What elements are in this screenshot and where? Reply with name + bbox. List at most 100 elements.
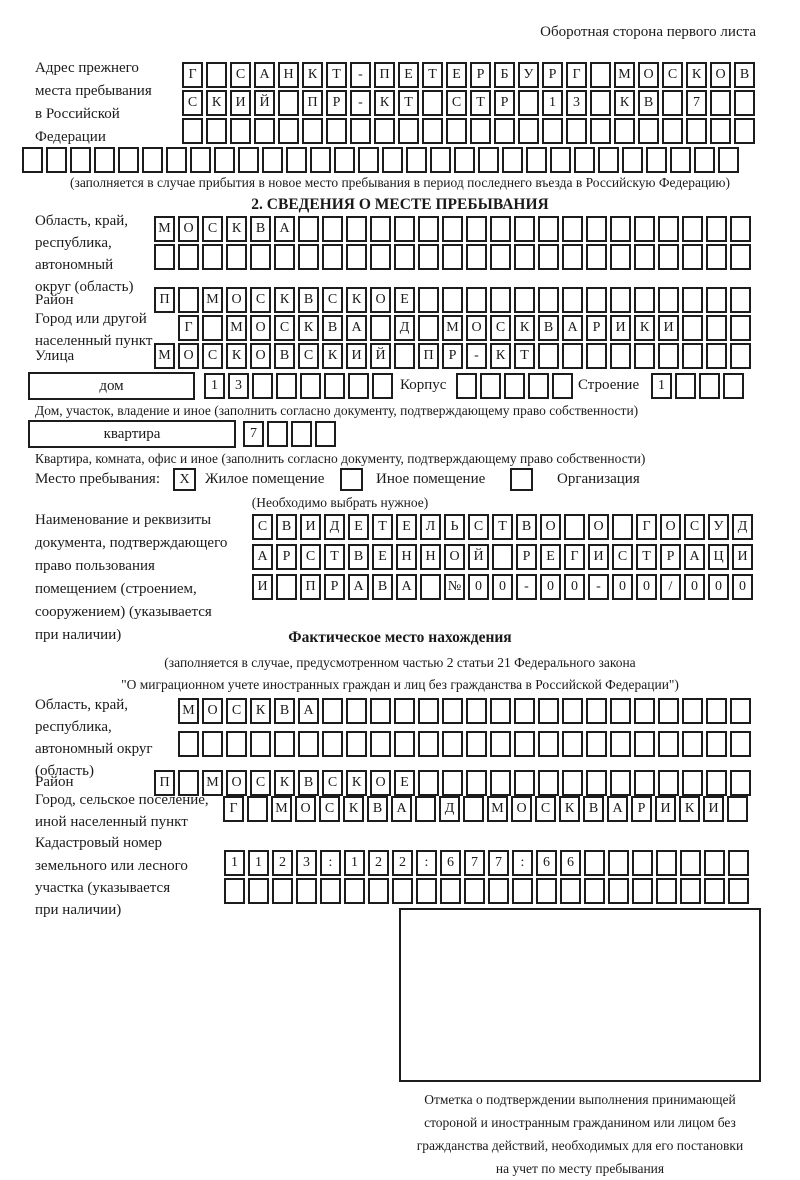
char-cell[interactable]: К <box>346 287 367 313</box>
char-cell[interactable]: С <box>612 544 633 570</box>
char-cell[interactable]: М <box>271 796 292 822</box>
char-cell[interactable]: 0 <box>468 574 489 600</box>
char-cell[interactable]: Р <box>442 343 463 369</box>
char-cell[interactable] <box>728 878 749 904</box>
char-cell[interactable] <box>686 118 707 144</box>
char-cell[interactable]: К <box>274 287 295 313</box>
char-cell[interactable]: 0 <box>492 574 513 600</box>
char-cell[interactable] <box>422 118 443 144</box>
char-cell[interactable] <box>586 698 607 724</box>
char-cell[interactable]: К <box>559 796 580 822</box>
char-cell[interactable] <box>706 698 727 724</box>
char-cell[interactable] <box>182 118 203 144</box>
char-cell[interactable] <box>190 147 211 173</box>
char-cell[interactable]: - <box>350 62 371 88</box>
kadastr-row-2[interactable] <box>224 878 752 904</box>
char-cell[interactable]: К <box>679 796 700 822</box>
char-cell[interactable]: : <box>320 850 341 876</box>
char-cell[interactable] <box>346 731 367 757</box>
char-cell[interactable]: 1 <box>204 373 225 399</box>
char-cell[interactable] <box>632 850 653 876</box>
char-cell[interactable]: - <box>516 574 537 600</box>
char-cell[interactable] <box>206 62 227 88</box>
char-cell[interactable] <box>214 147 235 173</box>
char-cell[interactable] <box>658 287 679 313</box>
char-cell[interactable]: / <box>660 574 681 600</box>
char-cell[interactable]: Т <box>422 62 443 88</box>
char-cell[interactable]: Т <box>398 90 419 116</box>
char-cell[interactable]: О <box>250 343 271 369</box>
char-cell[interactable]: 7 <box>488 850 509 876</box>
char-cell[interactable] <box>454 147 475 173</box>
char-cell[interactable]: М <box>614 62 635 88</box>
char-cell[interactable]: Й <box>468 544 489 570</box>
char-cell[interactable]: Р <box>516 544 537 570</box>
char-cell[interactable] <box>202 731 223 757</box>
char-cell[interactable] <box>250 731 271 757</box>
stroenie-cells[interactable]: 1 <box>651 373 747 399</box>
char-cell[interactable]: О <box>638 62 659 88</box>
char-cell[interactable]: П <box>418 343 439 369</box>
char-cell[interactable]: А <box>252 544 273 570</box>
char-cell[interactable] <box>662 118 683 144</box>
char-cell[interactable] <box>278 118 299 144</box>
char-cell[interactable] <box>682 770 703 796</box>
char-cell[interactable] <box>706 287 727 313</box>
char-cell[interactable] <box>416 878 437 904</box>
char-cell[interactable]: М <box>226 315 247 341</box>
korpus-cells[interactable] <box>456 373 576 399</box>
char-cell[interactable] <box>470 118 491 144</box>
char-cell[interactable] <box>706 731 727 757</box>
char-cell[interactable]: Й <box>370 343 391 369</box>
char-cell[interactable] <box>490 770 511 796</box>
char-cell[interactable] <box>406 147 427 173</box>
char-cell[interactable] <box>552 373 573 399</box>
char-cell[interactable]: В <box>516 514 537 540</box>
char-cell[interactable] <box>536 878 557 904</box>
char-cell[interactable]: С <box>662 62 683 88</box>
char-cell[interactable] <box>418 315 439 341</box>
char-cell[interactable]: С <box>319 796 340 822</box>
char-cell[interactable]: Е <box>446 62 467 88</box>
char-cell[interactable] <box>590 62 611 88</box>
char-cell[interactable] <box>178 287 199 313</box>
char-cell[interactable]: А <box>562 315 583 341</box>
char-cell[interactable]: 3 <box>228 373 249 399</box>
s2-oblast-row-2[interactable] <box>154 244 754 270</box>
char-cell[interactable]: Р <box>324 574 345 600</box>
char-cell[interactable] <box>118 147 139 173</box>
char-cell[interactable] <box>276 373 297 399</box>
char-cell[interactable] <box>322 244 343 270</box>
char-cell[interactable]: О <box>370 287 391 313</box>
char-cell[interactable] <box>658 731 679 757</box>
char-cell[interactable] <box>586 770 607 796</box>
char-cell[interactable] <box>296 878 317 904</box>
char-cell[interactable] <box>610 244 631 270</box>
char-cell[interactable] <box>248 878 269 904</box>
char-cell[interactable]: Г <box>182 62 203 88</box>
char-cell[interactable]: С <box>202 216 223 242</box>
char-cell[interactable] <box>370 315 391 341</box>
char-cell[interactable] <box>634 216 655 242</box>
char-cell[interactable] <box>368 878 389 904</box>
char-cell[interactable]: О <box>250 315 271 341</box>
char-cell[interactable]: К <box>343 796 364 822</box>
char-cell[interactable] <box>466 216 487 242</box>
char-cell[interactable] <box>682 698 703 724</box>
char-cell[interactable] <box>224 878 245 904</box>
char-cell[interactable] <box>638 118 659 144</box>
char-cell[interactable] <box>262 147 283 173</box>
char-cell[interactable]: В <box>367 796 388 822</box>
char-cell[interactable] <box>480 373 501 399</box>
char-cell[interactable] <box>442 216 463 242</box>
checkbox-zhiloe[interactable]: X <box>173 468 196 491</box>
char-cell[interactable]: К <box>374 90 395 116</box>
char-cell[interactable]: М <box>487 796 508 822</box>
char-cell[interactable] <box>610 698 631 724</box>
